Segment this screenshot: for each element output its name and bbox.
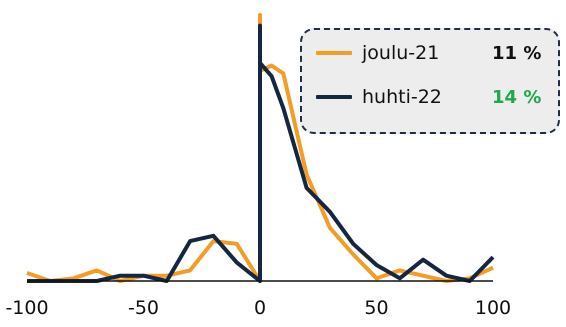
legend-value: 14 % [492, 86, 542, 108]
legend-label: joulu-21 [362, 42, 440, 64]
x-tick-label: -50 [128, 297, 159, 319]
legend-item-joulu-21: joulu-21 11 % [316, 42, 541, 64]
legend-swatch-huhti-22 [316, 95, 352, 99]
x-tick-label: 50 [364, 297, 388, 319]
series-layer [26, 13, 495, 283]
x-tick-label: 100 [475, 297, 511, 319]
legend-label: huhti-22 [362, 86, 442, 108]
legend-swatch-joulu-21 [316, 51, 352, 55]
x-tick-labels: -100 -50 0 50 100 [5, 297, 511, 319]
x-tick-label: -100 [5, 297, 48, 319]
x-tick-label: 0 [254, 297, 266, 319]
series-line-huhti-22 [27, 23, 495, 283]
legend-value: 11 % [492, 42, 542, 64]
legend: joulu-21 11 % huhti-22 14 % [300, 28, 560, 134]
legend-item-huhti-22: huhti-22 14 % [316, 86, 541, 108]
